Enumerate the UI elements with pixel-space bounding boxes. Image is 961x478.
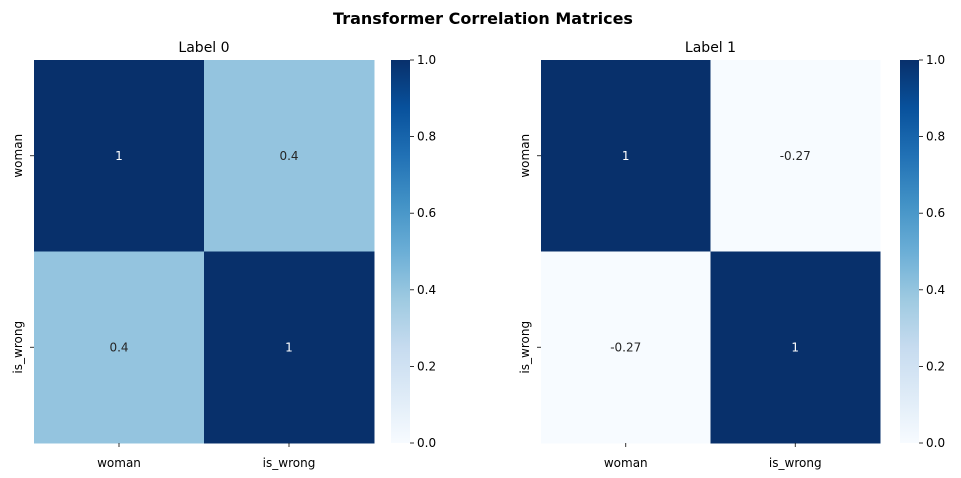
cell-annotation: -0.27 bbox=[780, 149, 811, 163]
colorbar-tick-label: 0.4 bbox=[417, 283, 436, 297]
figure-title: Transformer Correlation Matrices bbox=[333, 9, 633, 28]
heatmap-cell bbox=[204, 251, 375, 444]
colorbar-tick-label: 0.8 bbox=[417, 130, 436, 144]
heatmap-cell bbox=[541, 60, 711, 252]
colorbar-tick-label: 0.8 bbox=[926, 130, 945, 144]
panel-title: Label 1 bbox=[685, 40, 736, 56]
x-tick-label: woman bbox=[97, 456, 141, 470]
heatmap-cell bbox=[541, 251, 711, 444]
colorbar-tick-label: 0.2 bbox=[417, 359, 436, 373]
colorbar-tick-label: 0.2 bbox=[926, 359, 945, 373]
cell-annotation: 1 bbox=[791, 340, 799, 354]
cell-annotation: 0.4 bbox=[109, 340, 128, 354]
cell-annotation: 1 bbox=[285, 340, 293, 354]
colorbar bbox=[900, 60, 919, 443]
cell-annotation: 1 bbox=[622, 149, 630, 163]
cell-annotation: -0.27 bbox=[610, 340, 641, 354]
heatmap-cell bbox=[710, 60, 881, 252]
x-tick-label: is_wrong bbox=[769, 456, 822, 470]
heatmap-cell bbox=[710, 251, 881, 444]
colorbar bbox=[391, 60, 410, 443]
colorbar-tick-label: 0.0 bbox=[926, 436, 945, 450]
panel-title: Label 0 bbox=[178, 40, 229, 56]
x-tick-label: is_wrong bbox=[263, 456, 316, 470]
colorbar-tick-label: 0.6 bbox=[417, 206, 436, 220]
y-tick-label: woman bbox=[518, 134, 532, 178]
colorbar-tick-label: 1.0 bbox=[417, 53, 436, 67]
y-tick-label: woman bbox=[11, 134, 25, 178]
colorbar-tick-label: 0.4 bbox=[926, 283, 945, 297]
x-tick-label: woman bbox=[604, 456, 648, 470]
colorbar-tick-label: 0.0 bbox=[417, 436, 436, 450]
colorbar-tick-label: 1.0 bbox=[926, 53, 945, 67]
heatmap-cell bbox=[34, 251, 205, 444]
heatmap-cell bbox=[34, 60, 205, 252]
y-tick-label: is_wrong bbox=[11, 321, 25, 374]
colorbar-tick-label: 0.6 bbox=[926, 206, 945, 220]
cell-annotation: 1 bbox=[115, 149, 123, 163]
y-tick-label: is_wrong bbox=[518, 321, 532, 374]
cell-annotation: 0.4 bbox=[279, 149, 298, 163]
heatmap-cell bbox=[204, 60, 375, 252]
